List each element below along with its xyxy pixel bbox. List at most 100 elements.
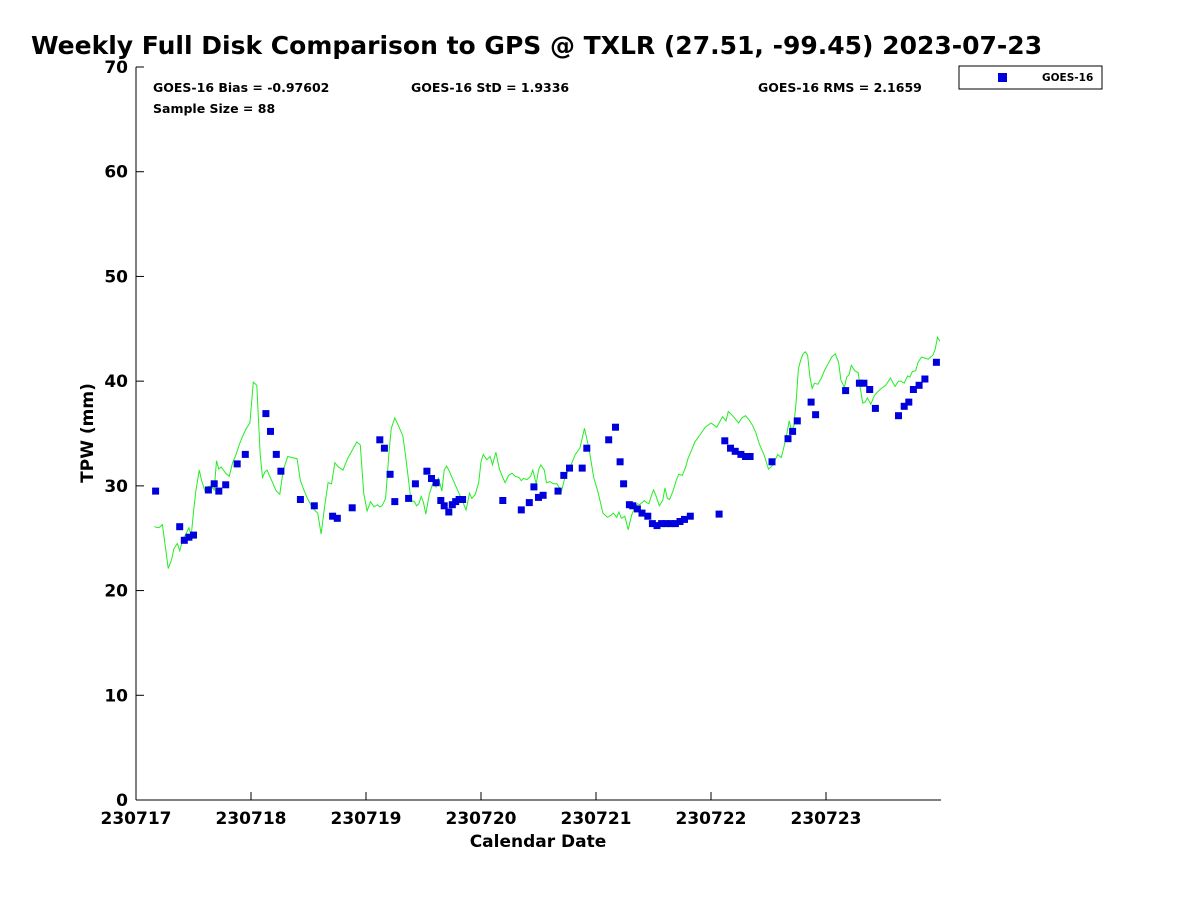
goes-16-point — [530, 483, 538, 491]
goes-16-point — [915, 381, 923, 389]
goes-16-point — [644, 512, 652, 520]
goes-16-point — [686, 512, 694, 520]
y-tick-label: 20 — [104, 582, 128, 602]
legend: GOES-16 — [958, 65, 1103, 90]
goes-16-point — [629, 502, 637, 510]
goes-16-point — [204, 486, 212, 494]
goes-16-point — [842, 387, 850, 395]
goes-16-point — [499, 497, 507, 504]
goes-16-point — [296, 496, 304, 503]
goes-16-point — [329, 512, 337, 520]
goes-16-point — [616, 458, 624, 466]
goes-16-point — [737, 450, 745, 458]
x-tick-label: 230717 — [101, 809, 172, 829]
goes-16-point — [560, 471, 568, 479]
gps-line-series — [154, 335, 941, 569]
goes-16-point — [566, 464, 573, 472]
goes-16-point — [871, 404, 879, 412]
goes-16-point — [895, 412, 902, 420]
goes-16-point — [210, 480, 218, 488]
y-tick-label: 0 — [116, 791, 128, 811]
goes-16-point — [578, 464, 586, 472]
goes-16-point — [746, 453, 754, 460]
x-tick-label: 230719 — [331, 809, 402, 829]
x-tick-label: 230723 — [791, 809, 862, 829]
goes-16-point — [554, 487, 562, 495]
goes-16-point — [185, 533, 193, 541]
y-axis-ticks: 0 10 20 30 40 50 60 70 — [104, 58, 144, 811]
goes-16-point — [855, 379, 863, 387]
goes-16-point — [445, 508, 453, 516]
goes-16-point — [310, 502, 318, 510]
rms-stat: GOES-16 RMS = 2.1659 — [758, 80, 922, 95]
goes-16-point — [272, 450, 280, 458]
y-tick-label: 70 — [104, 58, 128, 78]
goes-16-point — [215, 487, 223, 495]
y-axis-label: TPW (mm) — [78, 383, 98, 483]
x-axis-label: Calendar Date — [470, 832, 607, 852]
goes-16-point — [190, 531, 197, 539]
goes-16-point — [267, 427, 274, 435]
goes-16-point — [921, 375, 929, 383]
x-axis-ticks: 230717 230718 230719 230720 230721 230722 2307… — [101, 792, 862, 829]
goes-16-point — [866, 386, 874, 393]
y-tick-label: 50 — [104, 267, 128, 287]
goes-16-point — [432, 479, 440, 487]
goes-16-point — [789, 427, 797, 435]
goes-16-point — [727, 444, 734, 452]
goes-16-point — [423, 467, 431, 475]
goes-16-point — [539, 491, 547, 499]
goes-16-point — [405, 494, 413, 502]
goes-16-point — [648, 520, 656, 528]
x-tick-label: 230722 — [676, 809, 747, 829]
goes-16-point — [932, 358, 940, 366]
goes-16-point — [812, 411, 820, 419]
goes-16-point — [348, 504, 356, 512]
goes-16-point — [376, 436, 384, 444]
goes-16-point — [380, 444, 388, 452]
plot-area: 0 10 20 30 40 50 60 70 230717 230718 230719 230720… — [101, 58, 941, 829]
goes-16-point — [909, 386, 917, 393]
goes-16-point — [583, 444, 591, 452]
goes-16-point — [667, 520, 675, 528]
goes-16-point — [633, 505, 641, 513]
legend-marker — [998, 73, 1007, 82]
goes-16-point — [715, 510, 723, 518]
goes-16-point — [681, 515, 688, 523]
goes-16-point — [525, 499, 533, 507]
goes-16-point — [900, 402, 908, 410]
goes-16-point — [440, 502, 448, 510]
goes-16-point — [742, 453, 749, 460]
goes-16-point — [411, 480, 419, 488]
goes-16-point — [152, 487, 160, 495]
goes-16-point — [333, 514, 341, 522]
legend-label: GOES-16 — [1042, 72, 1093, 84]
y-tick-label: 30 — [104, 477, 128, 497]
goes-16-point — [807, 398, 815, 406]
goes-16-point — [391, 498, 399, 506]
legend-box — [958, 65, 1103, 90]
goes-16-point — [784, 435, 792, 443]
y-tick-label: 60 — [104, 163, 128, 183]
goes-16-point — [653, 522, 661, 530]
goes-16-point — [386, 470, 394, 478]
goes-16-point — [459, 496, 467, 503]
goes-16-point — [768, 458, 776, 466]
goes-16-point — [658, 520, 666, 528]
goes-16-point — [535, 493, 542, 501]
goes-16-point — [517, 506, 525, 514]
goes-16-point — [905, 398, 913, 406]
goes-16-point — [793, 417, 801, 425]
goes-16-point — [233, 460, 241, 468]
x-tick-label: 230721 — [561, 809, 632, 829]
goes-16-point — [176, 523, 184, 531]
std-stat: GOES-16 StD = 1.9336 — [411, 80, 569, 95]
goes-16-point — [180, 536, 188, 544]
x-tick-label: 230720 — [446, 809, 517, 829]
goes-16-point — [241, 450, 249, 458]
y-tick-label: 40 — [104, 372, 128, 392]
goes-16-point — [731, 447, 739, 455]
x-tick-label: 230718 — [216, 809, 287, 829]
goes-16-point — [860, 379, 868, 387]
